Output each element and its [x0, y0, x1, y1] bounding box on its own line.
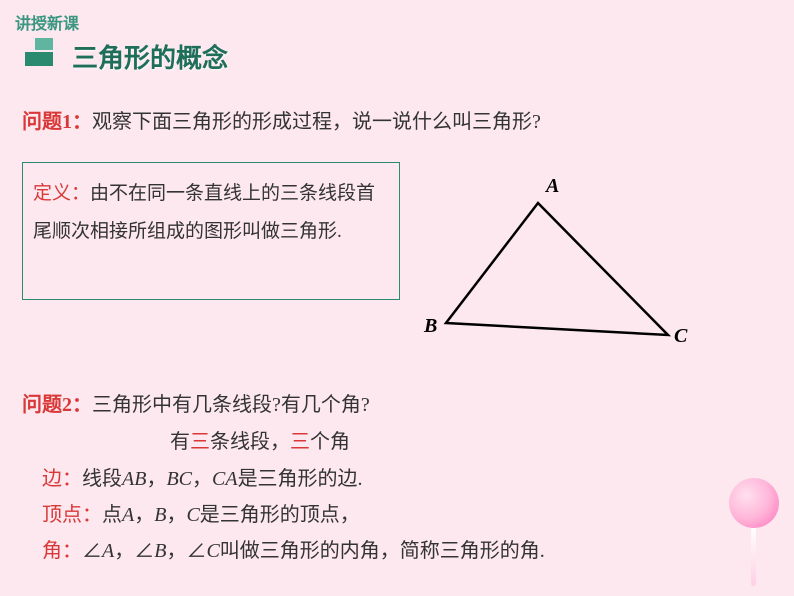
q2-text: 三角形中有几条线段?有几个角? — [92, 394, 370, 416]
q1-text: 观察下面三角形的形成过程，说一说什么叫三角形? — [92, 111, 541, 133]
side-c2: ， — [192, 468, 212, 490]
angle-cc: C — [206, 540, 219, 562]
angle-line: 角：∠A，∠B，∠C叫做三角形的内角，简称三角形的角. — [42, 534, 545, 563]
vertex-line: 顶点：点A，B，C是三角形的顶点， — [42, 498, 360, 527]
def-label: 定义： — [33, 183, 90, 204]
answer-count: 有三条线段，三个角 — [170, 425, 350, 454]
angle-c2: ， — [166, 540, 186, 562]
side-line: 边：线段AB，BC，CA是三角形的边. — [42, 462, 363, 491]
ans-p1: 有 — [170, 431, 190, 453]
vertex-c1: ， — [134, 504, 154, 526]
triangle-svg — [418, 175, 708, 340]
side-c1: ， — [146, 468, 166, 490]
page-title: 三角形的概念 — [72, 38, 228, 75]
vertex-a-label: A — [546, 175, 559, 198]
ans-mid: 条线段， — [210, 431, 290, 453]
angle-c1: ， — [114, 540, 134, 562]
vertex-c-label: C — [674, 325, 687, 348]
section-header: 讲授新课 — [15, 10, 79, 34]
definition-box: 定义：由不在同一条直线上的三条线段首尾顺次相接所组成的图形叫做三角形. — [22, 162, 400, 300]
side-label: 边： — [42, 468, 82, 490]
vertex-t2: 是三角形的顶点， — [200, 504, 360, 526]
angle-aa: A — [102, 540, 114, 562]
q2-label: 问题2： — [22, 394, 92, 416]
triangle-diagram: A B C — [418, 175, 708, 340]
vertex-t1: 点 — [102, 504, 122, 526]
vertex-b-label: B — [424, 315, 437, 338]
angle-a3: ∠ — [186, 540, 206, 562]
lollipop-icon — [724, 478, 784, 588]
ans-suf: 个角 — [310, 431, 350, 453]
angle-a2: ∠ — [134, 540, 154, 562]
side-ab: AB — [122, 468, 146, 490]
ans-red1: 三 — [190, 431, 210, 453]
question-2: 问题2：三角形中有几条线段?有几个角? — [22, 388, 370, 417]
vertex-a: A — [122, 504, 134, 526]
angle-a1: ∠ — [82, 540, 102, 562]
angle-label: 角： — [42, 540, 82, 562]
side-t2: 是三角形的边. — [238, 468, 363, 490]
vertex-label: 顶点： — [42, 504, 102, 526]
vertex-b: B — [154, 504, 166, 526]
title-icon — [25, 38, 65, 68]
side-bc: BC — [166, 468, 192, 490]
vertex-c2: ， — [166, 504, 186, 526]
ans-red2: 三 — [290, 431, 310, 453]
side-ca: CA — [212, 468, 238, 490]
angle-t2: 叫做三角形的内角，简称三角形的角. — [220, 540, 545, 562]
q1-label: 问题1： — [22, 111, 92, 133]
vertex-c: C — [186, 504, 199, 526]
question-1: 问题1：观察下面三角形的形成过程，说一说什么叫三角形? — [22, 105, 541, 134]
side-t1: 线段 — [82, 468, 122, 490]
angle-bb: B — [154, 540, 166, 562]
